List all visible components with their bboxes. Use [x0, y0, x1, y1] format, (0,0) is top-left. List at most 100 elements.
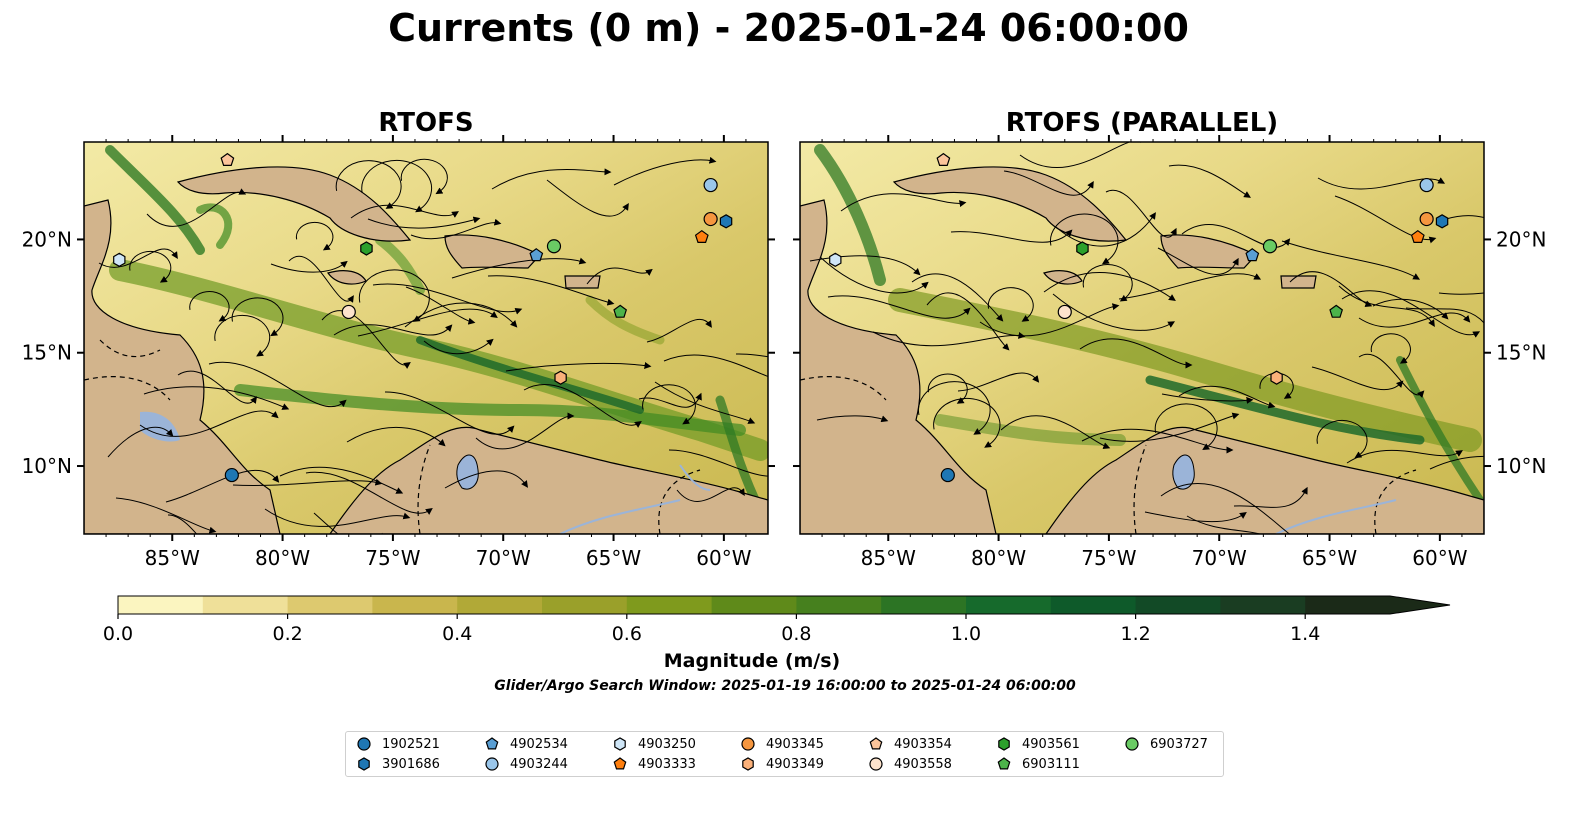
streamline	[346, 426, 446, 447]
streamline-eddy	[1370, 333, 1411, 364]
streamline	[372, 283, 523, 315]
streamline	[676, 487, 745, 502]
legend-label: 4903333	[638, 756, 696, 772]
streamline	[321, 310, 411, 369]
streamline	[270, 260, 348, 273]
streamline	[1281, 240, 1421, 280]
streamline-eddy	[987, 287, 1034, 322]
streamline	[1144, 511, 1247, 523]
legend-item-4903558: 4903558	[868, 755, 952, 773]
legend-item-6903727: 6903727	[1124, 735, 1208, 753]
landmass-south-america	[329, 426, 768, 534]
legend-item-4903349: 4903349	[740, 755, 824, 773]
float-marker-4902534	[529, 248, 544, 262]
streamline	[357, 308, 498, 337]
legend-label: 4902534	[510, 736, 568, 752]
inland-water	[1172, 454, 1195, 490]
streamline	[505, 362, 652, 372]
legend-label: 3901686	[382, 756, 440, 772]
legend-marker	[357, 737, 371, 751]
float-marker-4903354	[220, 152, 235, 166]
streamline	[410, 218, 502, 240]
streamline	[1161, 393, 1254, 404]
colorbar-tick-label: 0.4	[442, 623, 472, 645]
landmass-jamaica	[1043, 270, 1083, 285]
streamline	[475, 412, 575, 450]
strong-current-bands	[84, 145, 768, 527]
streamline	[350, 204, 459, 219]
streamline	[333, 324, 453, 336]
axis-ticks: 85°W 80°W 75°W 70°W 65°W 60°W 20°N 15°N 10°N 85°W…	[22, 135, 1546, 570]
land	[84, 166, 768, 534]
legend-marker-icon	[358, 757, 370, 771]
float-marker-6903111	[1329, 304, 1344, 318]
rivers	[559, 464, 711, 534]
landmass-central-america	[84, 199, 281, 534]
streamline	[1358, 353, 1425, 398]
panel-frame-left	[83, 141, 769, 535]
legend-marker-icon	[1125, 737, 1139, 751]
float-marker-4903333	[1410, 229, 1425, 243]
colorbar-tick-label: 1.4	[1290, 623, 1320, 645]
float-marker-4903250	[113, 252, 126, 267]
streamline	[279, 466, 404, 494]
colorbar-tick-label: 1.2	[1120, 623, 1150, 645]
streamline	[264, 508, 411, 527]
colorbar-tick-label: 0.2	[272, 623, 302, 645]
legend-marker-icon	[485, 757, 499, 771]
streamline	[1233, 486, 1308, 508]
streamline	[663, 354, 768, 378]
streamline	[654, 381, 756, 424]
float-marker-3901686	[719, 214, 733, 229]
legend-item-4903561: 4903561	[996, 735, 1080, 753]
legend-label: 1902521	[382, 736, 440, 752]
legend-marker-icon	[869, 757, 883, 771]
streamline-eddy	[400, 158, 448, 195]
legend-label: 6903727	[1150, 736, 1208, 752]
lon-tick-label: 65°W	[586, 546, 641, 570]
streamline	[491, 168, 612, 190]
lon-tick-label: 85°W	[861, 546, 916, 570]
streamline	[1079, 338, 1193, 369]
streamline	[367, 216, 481, 229]
legend-item-4903250: 4903250	[612, 735, 696, 753]
streamline-eddy	[1154, 403, 1218, 451]
lon-tick-label: 85°W	[145, 546, 200, 570]
colorbar-label: Magnitude (m/s)	[663, 650, 841, 672]
streamline	[232, 478, 383, 486]
float-marker-4903354	[936, 152, 951, 166]
streamline	[1168, 164, 1251, 198]
lon-tick-label: 80°W	[255, 546, 310, 570]
streamline	[305, 471, 433, 515]
country-borders	[84, 339, 701, 534]
streamline	[816, 415, 889, 423]
legend-marker	[741, 737, 755, 751]
lon-tick-label: 75°W	[1081, 546, 1136, 570]
streamline-eddy	[358, 269, 430, 322]
lon-tick-label: 60°W	[696, 546, 751, 570]
colorbar-tick-label: 0.8	[781, 623, 811, 645]
streamline-eddy	[129, 250, 172, 283]
streamline	[1099, 412, 1240, 442]
figure-title: Currents (0 m) - 2025-01-24 06:00:00	[388, 6, 1189, 50]
map-panels: 85°W 80°W 75°W 70°W 65°W 60°W 20°N 15°N 10°N 85°W…	[22, 135, 1546, 570]
legend-marker	[358, 757, 370, 771]
streamline	[405, 286, 476, 325]
streamline	[1181, 224, 1291, 248]
streamline	[1052, 293, 1176, 331]
float-marker-4903333	[694, 229, 709, 243]
lon-tick-label: 75°W	[365, 546, 420, 570]
streamline	[1000, 415, 1111, 450]
landmass-central-america	[800, 199, 997, 534]
streamline	[451, 257, 587, 279]
legend-item-6903111: 6903111	[996, 755, 1080, 773]
float-marker-4903558	[341, 304, 356, 320]
legend-marker	[869, 757, 883, 771]
legend-marker-icon	[998, 737, 1010, 751]
float-marker-3901686	[1435, 214, 1449, 229]
streamline	[98, 248, 178, 268]
streamline	[313, 512, 383, 534]
float-marker-4903244	[1419, 177, 1434, 193]
legend-marker-icon	[614, 737, 626, 751]
lon-tick-label: 60°W	[1412, 546, 1467, 570]
